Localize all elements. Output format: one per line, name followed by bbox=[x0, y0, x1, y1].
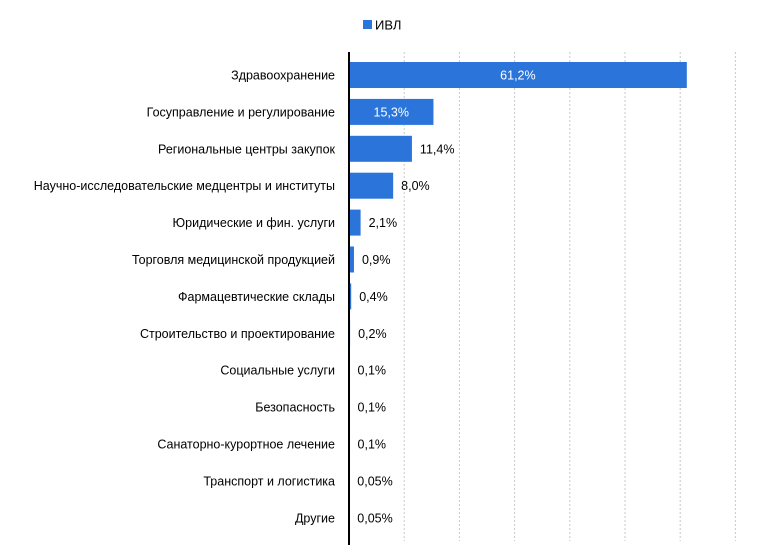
category-label: Другие bbox=[295, 511, 335, 525]
category-label: Социальные услуги bbox=[220, 364, 335, 378]
category-label: Санаторно-курортное лечение bbox=[157, 438, 335, 452]
category-label: Региональные центры закупок bbox=[158, 142, 335, 156]
bar bbox=[349, 283, 352, 310]
bar bbox=[349, 135, 412, 162]
category-label: Юридические и фин. услуги bbox=[173, 216, 335, 230]
value-label: 0,05% bbox=[357, 511, 392, 525]
value-label: 2,1% bbox=[369, 216, 398, 230]
value-label: 8,0% bbox=[401, 179, 430, 193]
value-label: 15,3% bbox=[374, 105, 409, 119]
value-label: 11,4% bbox=[420, 142, 455, 156]
bar bbox=[349, 98, 434, 125]
value-label: 61,2% bbox=[500, 69, 535, 83]
value-label: 0,1% bbox=[358, 401, 387, 415]
category-label: Научно-исследовательские медцентры и инс… bbox=[34, 179, 335, 193]
bar bbox=[349, 209, 361, 236]
category-label: Госуправление и регулирование bbox=[147, 105, 335, 119]
legend-label: ИВЛ bbox=[375, 18, 401, 33]
category-label: Торговля медицинской продукцией bbox=[132, 253, 335, 267]
category-label: Транспорт и логистика bbox=[203, 474, 335, 488]
value-label: 0,1% bbox=[358, 364, 387, 378]
value-label: 0,1% bbox=[358, 438, 387, 452]
bar bbox=[349, 172, 394, 199]
category-label: Безопасность bbox=[255, 401, 335, 415]
gridlines bbox=[403, 52, 736, 541]
value-label: 0,05% bbox=[357, 474, 392, 488]
bar bbox=[349, 62, 687, 88]
category-label: Фармацевтические склады bbox=[178, 290, 335, 304]
category-labels: Здравоохранение Госуправление и регулиров… bbox=[34, 69, 336, 526]
value-label: 0,2% bbox=[358, 327, 387, 341]
bars bbox=[349, 62, 687, 531]
legend-swatch bbox=[363, 20, 372, 29]
value-label: 0,9% bbox=[362, 253, 391, 267]
category-label: Здравоохранение bbox=[231, 69, 335, 83]
bar bbox=[349, 246, 354, 273]
legend: ИВЛ bbox=[363, 18, 401, 33]
value-labels: 61,2% 15,3% 11,4% 8,0% 2,1% 0,9% 0,4% 0,2% 0,1% 0… bbox=[357, 69, 535, 526]
value-label: 0,4% bbox=[359, 290, 388, 304]
category-label: Строительство и проектирование bbox=[140, 327, 335, 341]
